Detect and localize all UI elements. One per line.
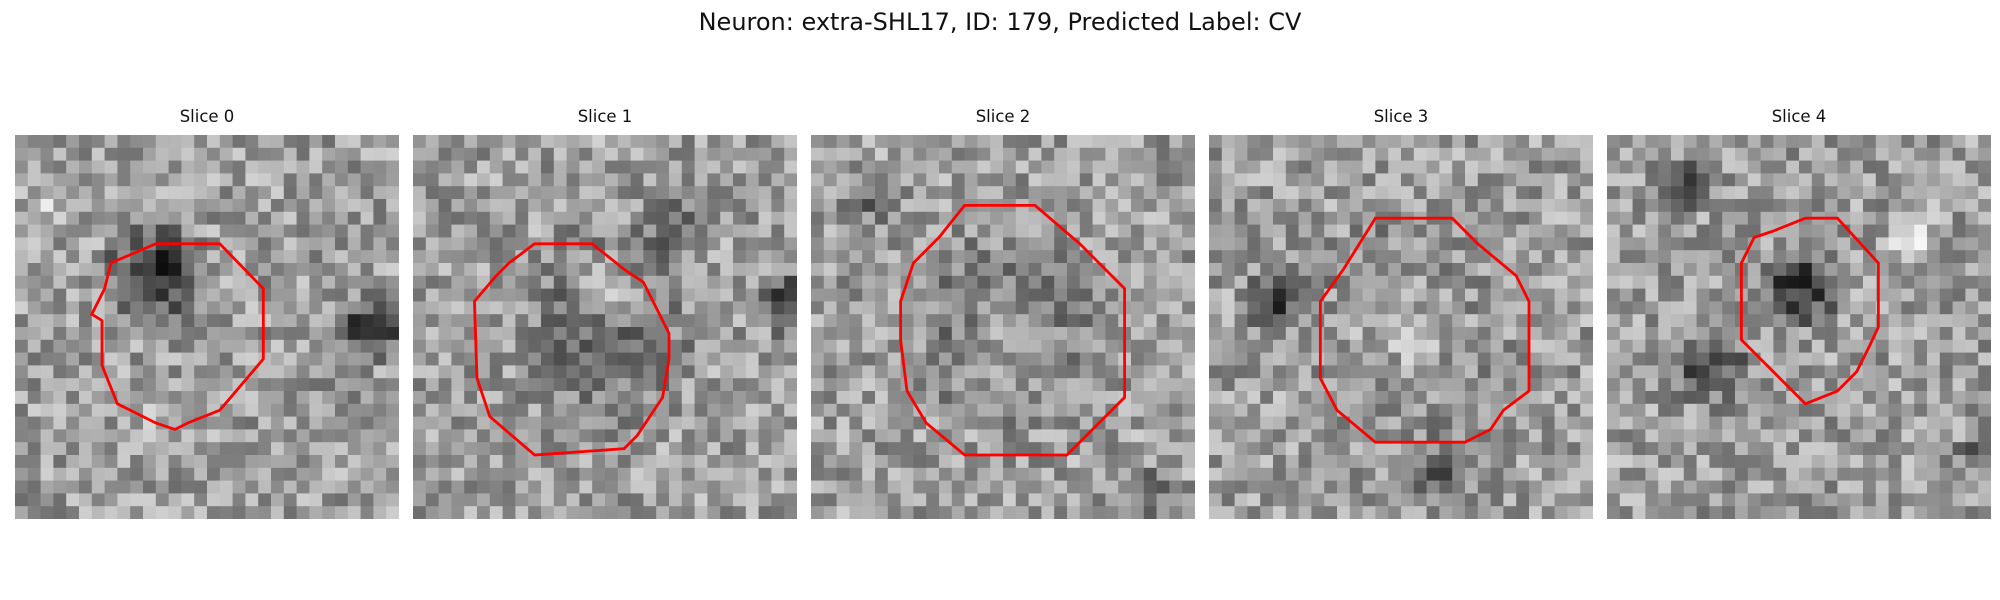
contour-outline — [89, 242, 265, 431]
slice-title: Slice 4 — [1771, 107, 1827, 126]
contour-outline — [1318, 216, 1531, 444]
slice-image — [811, 135, 1195, 519]
slice-title: Slice 0 — [179, 107, 235, 126]
slice-title: Slice 2 — [975, 107, 1031, 126]
slice-title: Slice 1 — [577, 107, 633, 126]
figure-title: Neuron: extra-SHL17, ID: 179, Predicted … — [698, 8, 1302, 36]
slice-image — [15, 135, 399, 519]
pixel-cells — [413, 135, 797, 519]
slice-image — [413, 135, 797, 519]
slice-title: Slice 3 — [1373, 107, 1429, 126]
pixel-cells — [1209, 135, 1593, 519]
contour-outline — [1739, 216, 1880, 406]
pixel-cells — [1607, 135, 1991, 519]
pixel-cells — [15, 135, 399, 519]
slice-image — [1607, 135, 1991, 519]
contour-outline — [899, 203, 1127, 457]
pixel-cells — [811, 135, 1195, 519]
contour-outline — [473, 242, 671, 457]
slice-image — [1209, 135, 1593, 519]
